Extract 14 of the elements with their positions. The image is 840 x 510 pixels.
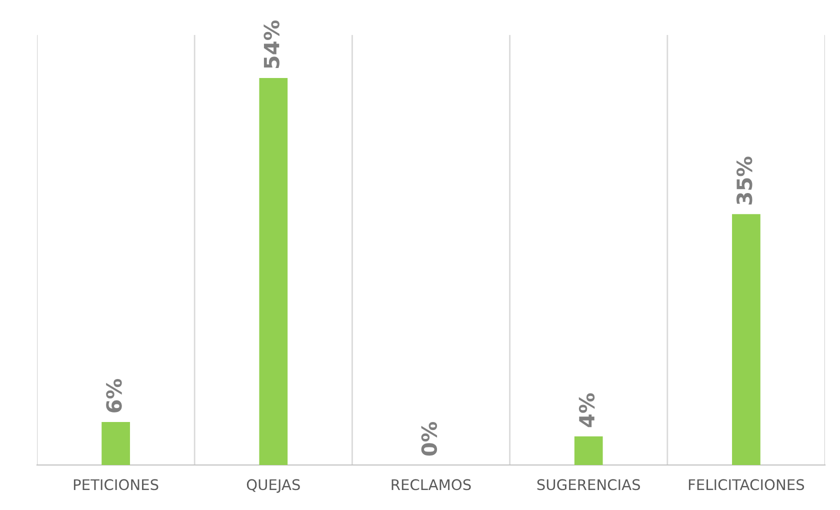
bar: [102, 422, 130, 465]
bar: [574, 436, 603, 465]
x-tick-label: SUGERENCIAS: [537, 479, 640, 490]
x-tick-label: RECLAMOS: [392, 479, 471, 490]
data-label: 6%: [106, 378, 122, 412]
data-label: 35%: [736, 156, 752, 204]
x-tick-label: QUEJAS: [246, 479, 300, 493]
bar: [732, 214, 760, 465]
data-label: 0%: [421, 422, 438, 456]
data-label: 4%: [578, 393, 595, 428]
bar: [259, 78, 288, 465]
x-tick-label: FELICITACIONES: [688, 479, 804, 490]
data-label: 54%: [264, 20, 280, 68]
x-tick-label: PETICIONES: [74, 479, 158, 490]
